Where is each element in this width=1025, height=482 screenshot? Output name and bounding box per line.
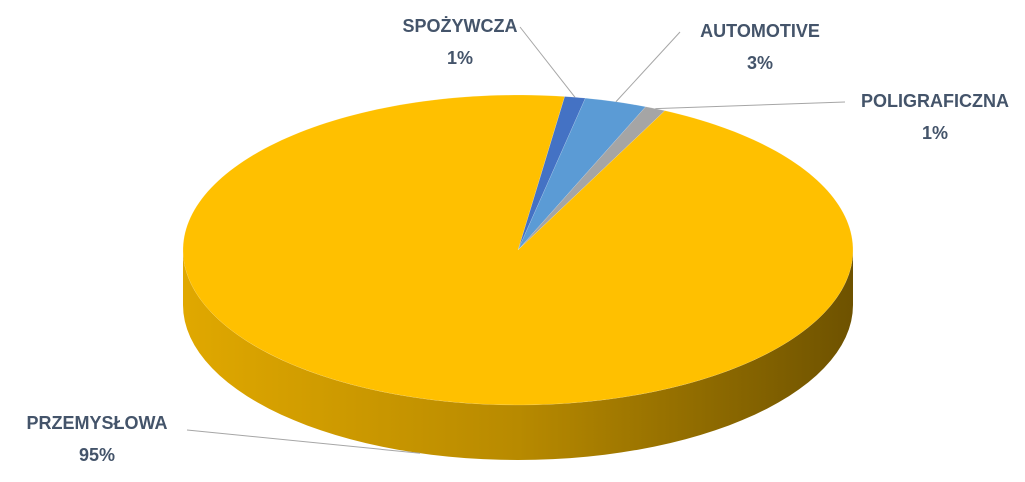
category-label: AUTOMOTIVE	[700, 21, 820, 41]
category-label: POLIGRAFICZNA	[861, 91, 1009, 111]
value-label: 3%	[747, 53, 773, 73]
category-label: PRZEMYSŁOWA	[26, 413, 167, 433]
category-label: SPOŻYWCZA	[403, 16, 518, 36]
value-label: 95%	[79, 445, 115, 465]
leader-line	[655, 101, 846, 110]
value-label: 1%	[447, 48, 473, 68]
leader-line	[519, 26, 576, 98]
value-label: 1%	[922, 123, 948, 143]
slice-side	[183, 250, 853, 460]
slice	[182, 94, 854, 406]
leader-line	[615, 31, 681, 103]
slice	[517, 106, 666, 251]
leader-line	[186, 429, 421, 454]
